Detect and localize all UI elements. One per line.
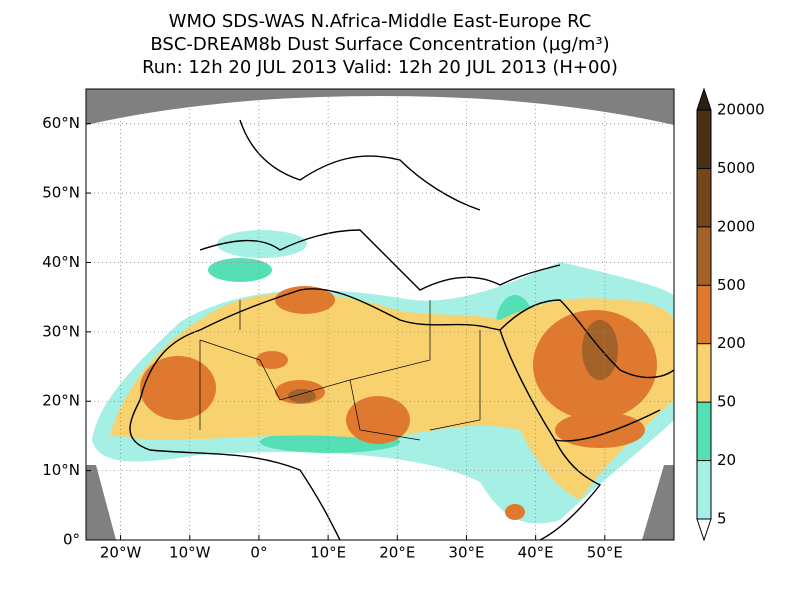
colorbar-label: 20 — [717, 451, 736, 469]
colorbar-band — [697, 343, 711, 403]
colorbar-band — [697, 285, 711, 344]
x-tick-label: 40°E — [518, 544, 554, 562]
x-tick-label: 10°W — [169, 544, 211, 562]
colorbar-band — [697, 460, 711, 519]
colorbar-band — [697, 402, 711, 461]
colorbar-extend — [696, 518, 712, 542]
title-line: WMO SDS-WAS N.Africa-Middle East-Europe … — [169, 11, 592, 32]
dust-area — [208, 258, 272, 282]
colorbar-label: 5000 — [717, 159, 755, 177]
title-line: Run: 12h 20 JUL 2013 Valid: 12h 20 JUL 2… — [142, 57, 618, 78]
colorbar-label: 5 — [717, 510, 727, 528]
y-tick-label: 50°N — [42, 184, 80, 202]
y-tick-label: 30°N — [42, 322, 80, 340]
coastline — [499, 299, 675, 442]
dust-area — [217, 230, 307, 258]
x-tick-label: 20°W — [100, 544, 142, 562]
dust-area — [505, 504, 525, 520]
colorbar-band — [697, 110, 711, 169]
map-frame — [85, 88, 675, 541]
dust-area — [582, 320, 618, 380]
dust-area — [110, 293, 674, 500]
y-tick-label: 10°N — [42, 461, 80, 479]
coastline — [129, 399, 341, 541]
y-tick-label: 20°N — [42, 392, 80, 410]
title-line: BSC-DREAM8b Dust Surface Concentration (… — [150, 34, 609, 55]
off-projection — [86, 89, 674, 125]
dust-area — [256, 351, 288, 369]
colorbar-band — [697, 226, 711, 286]
y-tick-label: 0° — [63, 531, 80, 549]
dust-area — [288, 389, 316, 403]
colorbar-band — [697, 168, 711, 227]
dust-area — [555, 412, 645, 448]
x-tick-label: 50°E — [587, 544, 623, 562]
off-projection — [86, 465, 116, 540]
dust-area — [140, 356, 216, 420]
coastline — [139, 288, 602, 541]
colorbar-label: 50 — [717, 393, 736, 411]
colorbar-label: 200 — [717, 334, 746, 352]
y-tick-label: 40°N — [42, 253, 80, 271]
x-tick-label: 10°E — [310, 544, 346, 562]
x-tick-label: 20°E — [379, 544, 415, 562]
map — [86, 89, 675, 541]
coastline — [199, 119, 561, 291]
colorbar-label: 20000 — [717, 101, 765, 119]
country-border — [199, 300, 481, 441]
dust-area — [346, 396, 410, 444]
colorbar-extend — [696, 87, 712, 111]
colorbar-label: 500 — [717, 276, 746, 294]
off-projection — [642, 465, 674, 540]
colorbar-label: 2000 — [717, 217, 755, 235]
x-tick-label: 30°E — [448, 544, 484, 562]
y-tick-label: 60°N — [42, 114, 80, 132]
x-tick-label: 0° — [250, 544, 267, 562]
